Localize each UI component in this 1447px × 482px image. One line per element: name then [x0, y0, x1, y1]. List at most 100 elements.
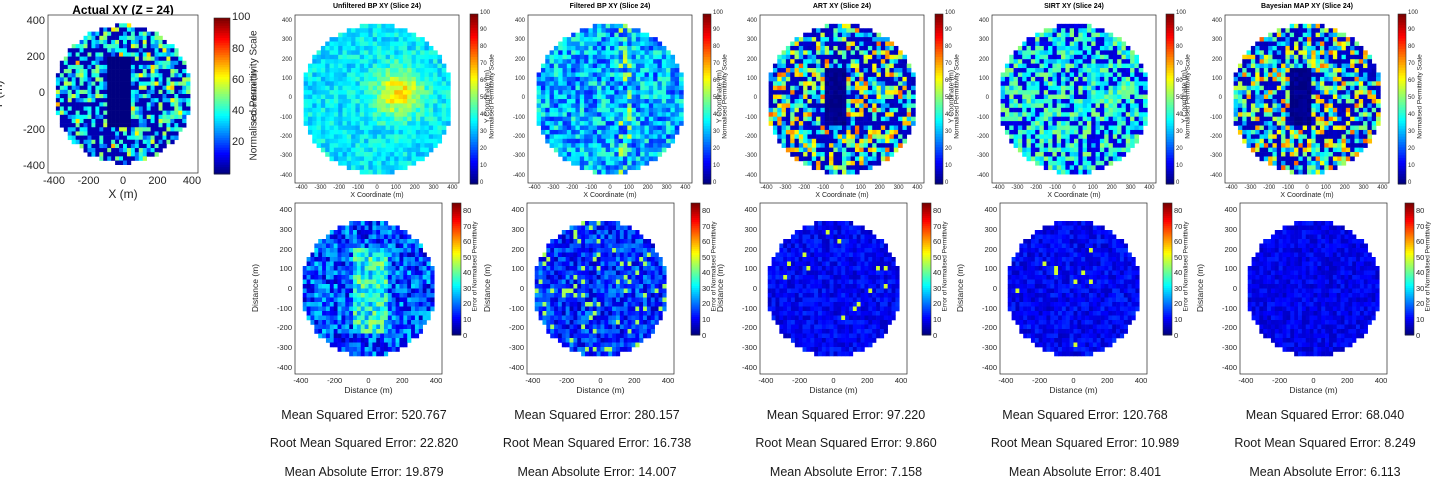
heatmap-cell	[592, 90, 598, 95]
heatmap-cell	[820, 28, 826, 33]
heatmap-cell	[872, 112, 877, 117]
heatmap-cell	[166, 98, 171, 103]
heatmap-cell	[377, 94, 382, 100]
heatmap-cell	[1294, 32, 1299, 38]
heatmap-cell	[1091, 28, 1096, 33]
heatmap-cell	[829, 147, 834, 153]
heatmap-cell	[876, 81, 882, 87]
heatmap-cell	[1307, 23, 1312, 29]
heatmap-cell	[889, 54, 895, 60]
heatmap-cell	[842, 68, 847, 73]
heatmap-cell	[1121, 59, 1127, 64]
heatmap-cell	[1048, 143, 1053, 148]
heatmap-cell	[597, 94, 602, 100]
heatmap-cell	[1022, 72, 1027, 78]
heatmap-cell	[138, 89, 144, 95]
heatmap-cell	[372, 54, 378, 60]
heatmap-cell	[1004, 81, 1010, 87]
heatmap-cell	[1354, 41, 1360, 47]
heatmap-cell	[635, 68, 641, 73]
heatmap-cell	[898, 72, 903, 78]
heatmap-cell	[584, 152, 589, 157]
heatmap-cell	[1078, 156, 1083, 162]
heatmap-cell	[99, 135, 104, 141]
heatmap-cell	[1052, 59, 1058, 64]
heatmap-cell	[803, 85, 808, 91]
heatmap-cell	[142, 39, 147, 45]
heatmap-cell	[618, 59, 624, 64]
heatmap-cell	[338, 138, 343, 144]
heatmap-cell	[653, 63, 658, 69]
heatmap-cell	[1104, 129, 1109, 135]
heatmap-cell	[679, 94, 684, 100]
heatmap-cell	[850, 160, 856, 166]
heatmap-cell	[103, 152, 108, 157]
heatmap-cell	[1052, 81, 1058, 87]
heatmap-cell	[540, 81, 546, 87]
heatmap-cell	[333, 99, 339, 104]
heatmap-cell	[338, 147, 343, 153]
heatmap-cell	[1112, 85, 1118, 91]
heatmap-cell	[186, 77, 191, 82]
heatmap-cell	[146, 89, 151, 95]
heatmap-cell	[134, 135, 140, 141]
heatmap-cell	[614, 59, 619, 64]
heatmap-cell	[1341, 37, 1347, 42]
heatmap-cell	[1004, 121, 1010, 126]
heatmap-cell	[872, 68, 877, 73]
heatmap-cell	[1086, 37, 1092, 42]
heatmap-cell	[158, 106, 163, 111]
heatmap-cell	[342, 32, 348, 38]
heatmap-cell	[1030, 143, 1036, 148]
heatmap-cell	[661, 76, 667, 82]
heatmap-cell	[338, 129, 343, 135]
heatmap-cell	[768, 121, 774, 126]
heatmap-cell	[666, 94, 671, 100]
heatmap-cell	[1138, 94, 1144, 100]
heatmap-cell	[174, 52, 179, 57]
heatmap-cell	[134, 131, 140, 136]
heatmap-cell	[441, 94, 447, 100]
heatmap-cell	[618, 107, 624, 113]
heatmap-cell	[146, 127, 151, 132]
heatmap-cell	[1035, 59, 1040, 64]
heatmap-cell	[640, 134, 645, 140]
plot-sirt-ytick: 400	[978, 18, 989, 25]
heatmap-cell	[854, 50, 860, 56]
heatmap-cell	[446, 103, 451, 109]
heatmap-cell	[614, 143, 619, 148]
heatmap-cell	[407, 134, 412, 140]
heatmap-cell	[364, 81, 369, 87]
heatmap-cell	[115, 131, 120, 136]
heatmap-cell	[885, 90, 890, 95]
heatmap-cell	[618, 112, 624, 117]
heatmap-cell	[1117, 103, 1122, 109]
heatmap-cell	[355, 37, 361, 42]
heatmap-cell	[377, 54, 382, 60]
heatmap-cell	[824, 134, 830, 140]
heatmap-cell	[79, 69, 84, 74]
heatmap-cell	[385, 125, 391, 131]
heatmap-cell	[154, 152, 159, 157]
heatmap-cell	[162, 77, 167, 82]
heatmap-cell	[1039, 147, 1045, 153]
heatmap-cell	[635, 54, 641, 60]
heatmap-cell	[446, 72, 451, 78]
heatmap-cell	[368, 134, 373, 140]
heatmap-cell	[592, 50, 598, 56]
heatmap-cell	[385, 72, 391, 78]
heatmap-cell	[346, 125, 352, 131]
heatmap-cell	[154, 73, 159, 78]
heatmap-cell	[307, 81, 313, 87]
heatmap-cell	[91, 123, 96, 128]
heatmap-cell	[670, 112, 676, 117]
heatmap-cell	[402, 125, 408, 131]
heatmap-cell	[415, 41, 421, 47]
heatmap-cell	[415, 63, 421, 69]
heatmap-cell	[1017, 147, 1023, 153]
heatmap-cell	[99, 156, 104, 161]
heatmap-cell	[605, 81, 611, 87]
heatmap-cell	[1134, 116, 1140, 122]
plot-actual-colorbar	[213, 17, 231, 175]
heatmap-cell	[1112, 147, 1118, 153]
